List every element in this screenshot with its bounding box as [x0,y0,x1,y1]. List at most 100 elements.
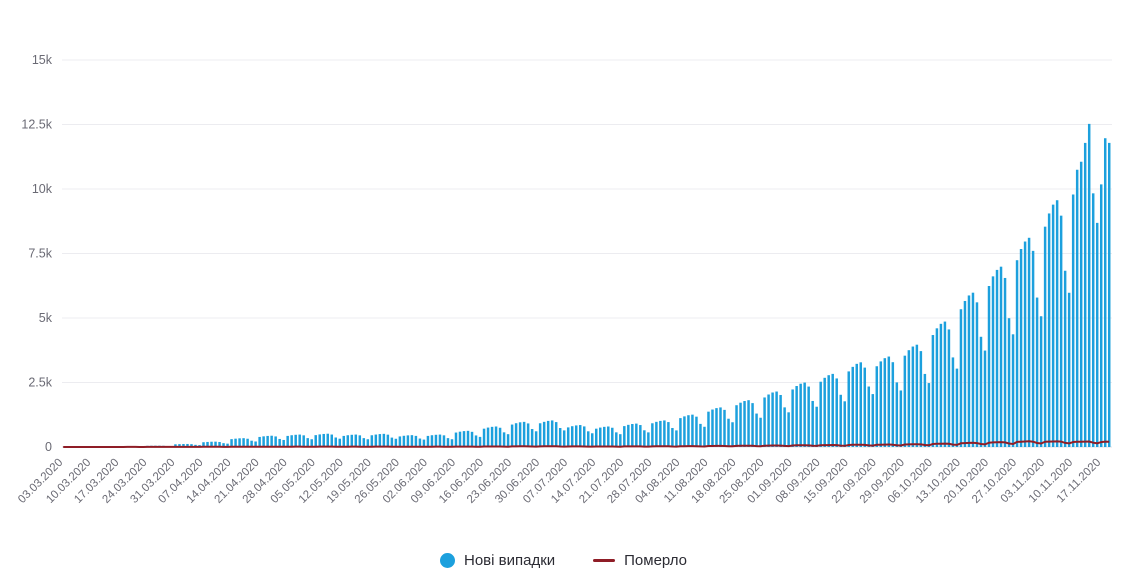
bar-new-cases[interactable] [867,386,871,447]
bar-new-cases[interactable] [526,423,530,447]
bar-new-cases[interactable] [755,413,758,447]
bar-new-cases[interactable] [254,441,257,447]
bar-new-cases[interactable] [859,362,863,447]
bar-new-cases[interactable] [695,416,698,447]
bar-new-cases[interactable] [570,426,574,447]
bar-new-cases[interactable] [995,269,999,447]
bar-new-cases[interactable] [250,440,253,447]
bar-new-cases[interactable] [542,421,546,447]
bar-new-cases[interactable] [234,438,237,447]
bar-new-cases[interactable] [410,435,414,447]
bar-new-cases[interactable] [979,336,983,447]
bar-new-cases[interactable] [274,436,277,447]
bar-new-cases[interactable] [290,435,293,447]
bar-new-cases[interactable] [923,373,927,447]
bar-new-cases[interactable] [991,276,995,447]
bar-new-cases[interactable] [771,392,774,447]
bar-new-cases[interactable] [795,386,798,447]
bar-new-cases[interactable] [446,438,450,447]
bar-new-cases[interactable] [1011,334,1015,447]
bar-new-cases[interactable] [414,435,418,447]
bar-new-cases[interactable] [258,436,261,447]
bar-new-cases[interactable] [847,371,850,447]
bar-new-cases[interactable] [418,438,422,447]
bar-new-cases[interactable] [326,433,329,447]
bar-new-cases[interactable] [202,442,205,447]
bar-new-cases[interactable] [466,430,470,447]
bar-new-cases[interactable] [374,434,378,447]
bar-new-cases[interactable] [174,444,177,447]
bar-new-cases[interactable] [286,435,289,447]
bar-new-cases[interactable] [747,400,750,447]
bar-new-cases[interactable] [727,418,730,447]
bar-new-cases[interactable] [703,426,706,447]
bar-new-cases[interactable] [1027,237,1031,447]
bar-new-cases[interactable] [751,403,754,447]
bar-new-cases[interactable] [554,422,558,447]
bar-new-cases[interactable] [699,423,702,447]
bar-new-cases[interactable] [442,435,446,447]
bar-new-cases[interactable] [1087,123,1091,447]
bar-new-cases[interactable] [787,412,790,447]
bar-new-cases[interactable] [1099,184,1103,447]
bar-new-cases[interactable] [342,435,346,447]
bar-new-cases[interactable] [230,439,233,447]
bar-new-cases[interactable] [494,426,498,447]
bar-new-cases[interactable] [486,427,490,447]
bar-new-cases[interactable] [522,421,526,447]
bar-new-cases[interactable] [574,425,578,447]
bar-new-cases[interactable] [987,286,991,447]
bar-new-cases[interactable] [971,292,975,447]
bar-new-cases[interactable] [562,430,566,447]
bar-new-cases[interactable] [603,426,606,447]
bar-new-cases[interactable] [222,443,225,447]
bar-new-cases[interactable] [534,431,538,447]
bar-new-cases[interactable] [490,426,494,447]
bar-new-cases[interactable] [210,441,213,447]
bar-new-cases[interactable] [190,444,193,447]
bar-new-cases[interactable] [963,300,967,447]
bar-new-cases[interactable] [891,362,895,447]
bar-new-cases[interactable] [1071,194,1075,447]
bar-new-cases[interactable] [434,434,438,447]
bar-new-cases[interactable] [478,436,482,447]
bar-new-cases[interactable] [350,434,354,447]
bar-new-cases[interactable] [550,420,554,447]
legend-item-new-cases[interactable]: Нові випадки [439,552,555,569]
bar-new-cases[interactable] [839,394,842,447]
bar-new-cases[interactable] [242,438,245,447]
bar-new-cases[interactable] [947,329,951,447]
bar-new-cases[interactable] [438,434,442,447]
bar-new-cases[interactable] [1091,193,1095,447]
bar-new-cases[interactable] [779,394,782,447]
bar-new-cases[interactable] [803,382,806,447]
bar-new-cases[interactable] [919,351,923,447]
bar-new-cases[interactable] [394,438,398,447]
bar-new-cases[interactable] [759,417,762,447]
bar-new-cases[interactable] [382,433,386,447]
bar-new-cases[interactable] [819,381,822,447]
bar-new-cases[interactable] [282,439,285,447]
bar-new-cases[interactable] [370,435,374,447]
bar-new-cases[interactable] [1019,249,1023,447]
bar-new-cases[interactable] [959,309,963,447]
bar-new-cases[interactable] [498,427,502,447]
bar-new-cases[interactable] [346,435,350,447]
bar-new-cases[interactable] [667,422,670,447]
bar-new-cases[interactable] [799,383,802,447]
bar-new-cases[interactable] [306,438,309,447]
bar-new-cases[interactable] [558,428,562,447]
bar-new-cases[interactable] [310,439,313,447]
bar-new-cases[interactable] [358,435,362,447]
bar-new-cases[interactable] [226,443,229,447]
bar-new-cases[interactable] [390,437,394,447]
bar-new-cases[interactable] [1103,138,1107,448]
bar-new-cases[interactable] [206,441,209,447]
bar-new-cases[interactable] [1055,200,1059,447]
bar-new-cases[interactable] [578,425,582,447]
bar-new-cases[interactable] [402,435,406,447]
bar-new-cases[interactable] [975,302,979,447]
bar-new-cases[interactable] [687,415,690,447]
bar-new-cases[interactable] [955,368,959,447]
bar-new-cases[interactable] [679,418,682,447]
